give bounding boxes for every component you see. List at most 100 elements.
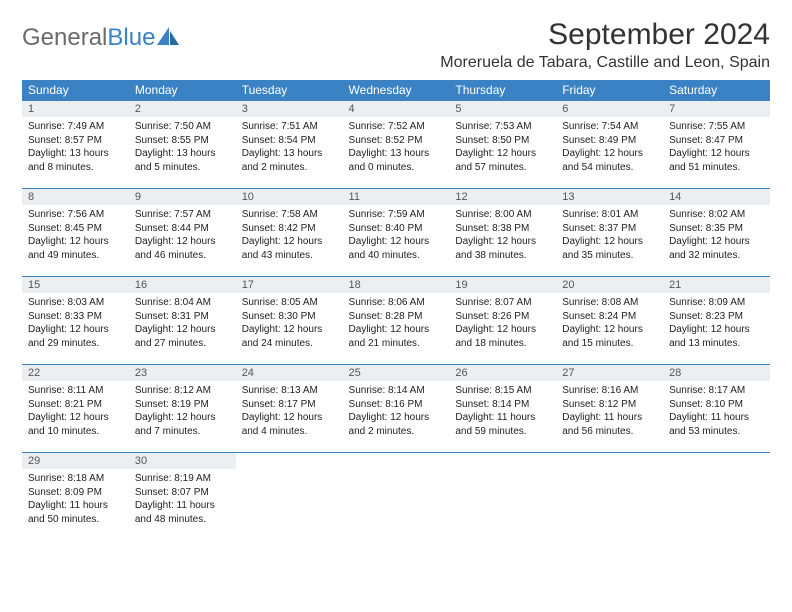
day-number: 5 [449,101,556,117]
calendar-day-cell: 14Sunrise: 8:02 AMSunset: 8:35 PMDayligh… [663,189,770,277]
day-details: Sunrise: 8:09 AMSunset: 8:23 PMDaylight:… [663,293,770,356]
day-number: 9 [129,189,236,205]
calendar-day-cell: 25Sunrise: 8:14 AMSunset: 8:16 PMDayligh… [343,365,450,453]
day-details: Sunrise: 7:52 AMSunset: 8:52 PMDaylight:… [343,117,450,180]
logo-sail-icon [157,27,179,45]
day-header: Saturday [663,80,770,101]
day-details: Sunrise: 8:05 AMSunset: 8:30 PMDaylight:… [236,293,343,356]
calendar-day-cell: .. [556,453,663,541]
day-details: Sunrise: 8:14 AMSunset: 8:16 PMDaylight:… [343,381,450,444]
calendar-day-cell: 7Sunrise: 7:55 AMSunset: 8:47 PMDaylight… [663,101,770,189]
day-details: Sunrise: 7:49 AMSunset: 8:57 PMDaylight:… [22,117,129,180]
calendar-day-cell: 19Sunrise: 8:07 AMSunset: 8:26 PMDayligh… [449,277,556,365]
logo: GeneralBlue [22,24,179,52]
calendar-day-cell: 2Sunrise: 7:50 AMSunset: 8:55 PMDaylight… [129,101,236,189]
day-number: 15 [22,277,129,293]
day-details: Sunrise: 8:11 AMSunset: 8:21 PMDaylight:… [22,381,129,444]
day-details: Sunrise: 8:12 AMSunset: 8:19 PMDaylight:… [129,381,236,444]
calendar-day-cell: 21Sunrise: 8:09 AMSunset: 8:23 PMDayligh… [663,277,770,365]
calendar-table: SundayMondayTuesdayWednesdayThursdayFrid… [22,80,770,541]
day-details: Sunrise: 7:51 AMSunset: 8:54 PMDaylight:… [236,117,343,180]
day-details: Sunrise: 7:55 AMSunset: 8:47 PMDaylight:… [663,117,770,180]
day-details: Sunrise: 7:56 AMSunset: 8:45 PMDaylight:… [22,205,129,268]
day-details: Sunrise: 8:00 AMSunset: 8:38 PMDaylight:… [449,205,556,268]
day-number: 16 [129,277,236,293]
calendar-day-cell: 23Sunrise: 8:12 AMSunset: 8:19 PMDayligh… [129,365,236,453]
calendar-day-cell: 5Sunrise: 7:53 AMSunset: 8:50 PMDaylight… [449,101,556,189]
calendar-day-cell: 26Sunrise: 8:15 AMSunset: 8:14 PMDayligh… [449,365,556,453]
day-header: Wednesday [343,80,450,101]
day-header: Friday [556,80,663,101]
calendar-day-cell: 6Sunrise: 7:54 AMSunset: 8:49 PMDaylight… [556,101,663,189]
calendar-week-row: 15Sunrise: 8:03 AMSunset: 8:33 PMDayligh… [22,277,770,365]
calendar-day-cell: 15Sunrise: 8:03 AMSunset: 8:33 PMDayligh… [22,277,129,365]
location: Moreruela de Tabara, Castille and Leon, … [440,54,770,72]
day-number: 21 [663,277,770,293]
calendar-day-cell: .. [663,453,770,541]
day-number: 27 [556,365,663,381]
day-number: 18 [343,277,450,293]
calendar-day-cell: 22Sunrise: 8:11 AMSunset: 8:21 PMDayligh… [22,365,129,453]
day-details: Sunrise: 8:02 AMSunset: 8:35 PMDaylight:… [663,205,770,268]
day-number: 11 [343,189,450,205]
day-number: 26 [449,365,556,381]
day-number: 24 [236,365,343,381]
day-details: Sunrise: 7:58 AMSunset: 8:42 PMDaylight:… [236,205,343,268]
day-number: 23 [129,365,236,381]
day-details: Sunrise: 8:15 AMSunset: 8:14 PMDaylight:… [449,381,556,444]
day-number: 7 [663,101,770,117]
day-header: Monday [129,80,236,101]
day-details: Sunrise: 7:54 AMSunset: 8:49 PMDaylight:… [556,117,663,180]
day-header: Thursday [449,80,556,101]
calendar-day-cell: 4Sunrise: 7:52 AMSunset: 8:52 PMDaylight… [343,101,450,189]
calendar-week-row: 22Sunrise: 8:11 AMSunset: 8:21 PMDayligh… [22,365,770,453]
calendar-day-cell: .. [449,453,556,541]
day-number: 10 [236,189,343,205]
month-title: September 2024 [440,18,770,52]
calendar-day-cell: 20Sunrise: 8:08 AMSunset: 8:24 PMDayligh… [556,277,663,365]
day-number: 2 [129,101,236,117]
calendar-week-row: 1Sunrise: 7:49 AMSunset: 8:57 PMDaylight… [22,101,770,189]
day-header: Tuesday [236,80,343,101]
day-details: Sunrise: 7:50 AMSunset: 8:55 PMDaylight:… [129,117,236,180]
calendar-day-cell: 13Sunrise: 8:01 AMSunset: 8:37 PMDayligh… [556,189,663,277]
calendar-day-cell: 24Sunrise: 8:13 AMSunset: 8:17 PMDayligh… [236,365,343,453]
day-details: Sunrise: 8:17 AMSunset: 8:10 PMDaylight:… [663,381,770,444]
day-details: Sunrise: 8:03 AMSunset: 8:33 PMDaylight:… [22,293,129,356]
day-number: 4 [343,101,450,117]
calendar-day-cell: 11Sunrise: 7:59 AMSunset: 8:40 PMDayligh… [343,189,450,277]
logo-text-general: General [22,24,107,52]
day-number: 3 [236,101,343,117]
calendar-day-cell: 29Sunrise: 8:18 AMSunset: 8:09 PMDayligh… [22,453,129,541]
day-number: 25 [343,365,450,381]
calendar-day-cell: .. [343,453,450,541]
day-details: Sunrise: 8:04 AMSunset: 8:31 PMDaylight:… [129,293,236,356]
day-details: Sunrise: 8:19 AMSunset: 8:07 PMDaylight:… [129,469,236,532]
day-header: Sunday [22,80,129,101]
calendar-day-cell: 18Sunrise: 8:06 AMSunset: 8:28 PMDayligh… [343,277,450,365]
day-number: 19 [449,277,556,293]
day-number: 28 [663,365,770,381]
day-details: Sunrise: 8:08 AMSunset: 8:24 PMDaylight:… [556,293,663,356]
day-details: Sunrise: 8:07 AMSunset: 8:26 PMDaylight:… [449,293,556,356]
day-details: Sunrise: 7:59 AMSunset: 8:40 PMDaylight:… [343,205,450,268]
logo-text-blue: Blue [107,24,155,52]
calendar-day-cell: 12Sunrise: 8:00 AMSunset: 8:38 PMDayligh… [449,189,556,277]
day-number: 12 [449,189,556,205]
calendar-day-cell: 1Sunrise: 7:49 AMSunset: 8:57 PMDaylight… [22,101,129,189]
calendar-week-row: 8Sunrise: 7:56 AMSunset: 8:45 PMDaylight… [22,189,770,277]
day-number: 29 [22,453,129,469]
day-number: 22 [22,365,129,381]
day-details: Sunrise: 7:53 AMSunset: 8:50 PMDaylight:… [449,117,556,180]
day-details: Sunrise: 8:16 AMSunset: 8:12 PMDaylight:… [556,381,663,444]
calendar-day-cell: .. [236,453,343,541]
day-details: Sunrise: 8:06 AMSunset: 8:28 PMDaylight:… [343,293,450,356]
calendar-day-cell: 27Sunrise: 8:16 AMSunset: 8:12 PMDayligh… [556,365,663,453]
day-number: 14 [663,189,770,205]
calendar-day-cell: 17Sunrise: 8:05 AMSunset: 8:30 PMDayligh… [236,277,343,365]
calendar-day-cell: 28Sunrise: 8:17 AMSunset: 8:10 PMDayligh… [663,365,770,453]
day-details: Sunrise: 8:01 AMSunset: 8:37 PMDaylight:… [556,205,663,268]
calendar-week-row: 29Sunrise: 8:18 AMSunset: 8:09 PMDayligh… [22,453,770,541]
day-details: Sunrise: 8:13 AMSunset: 8:17 PMDaylight:… [236,381,343,444]
day-number: 6 [556,101,663,117]
